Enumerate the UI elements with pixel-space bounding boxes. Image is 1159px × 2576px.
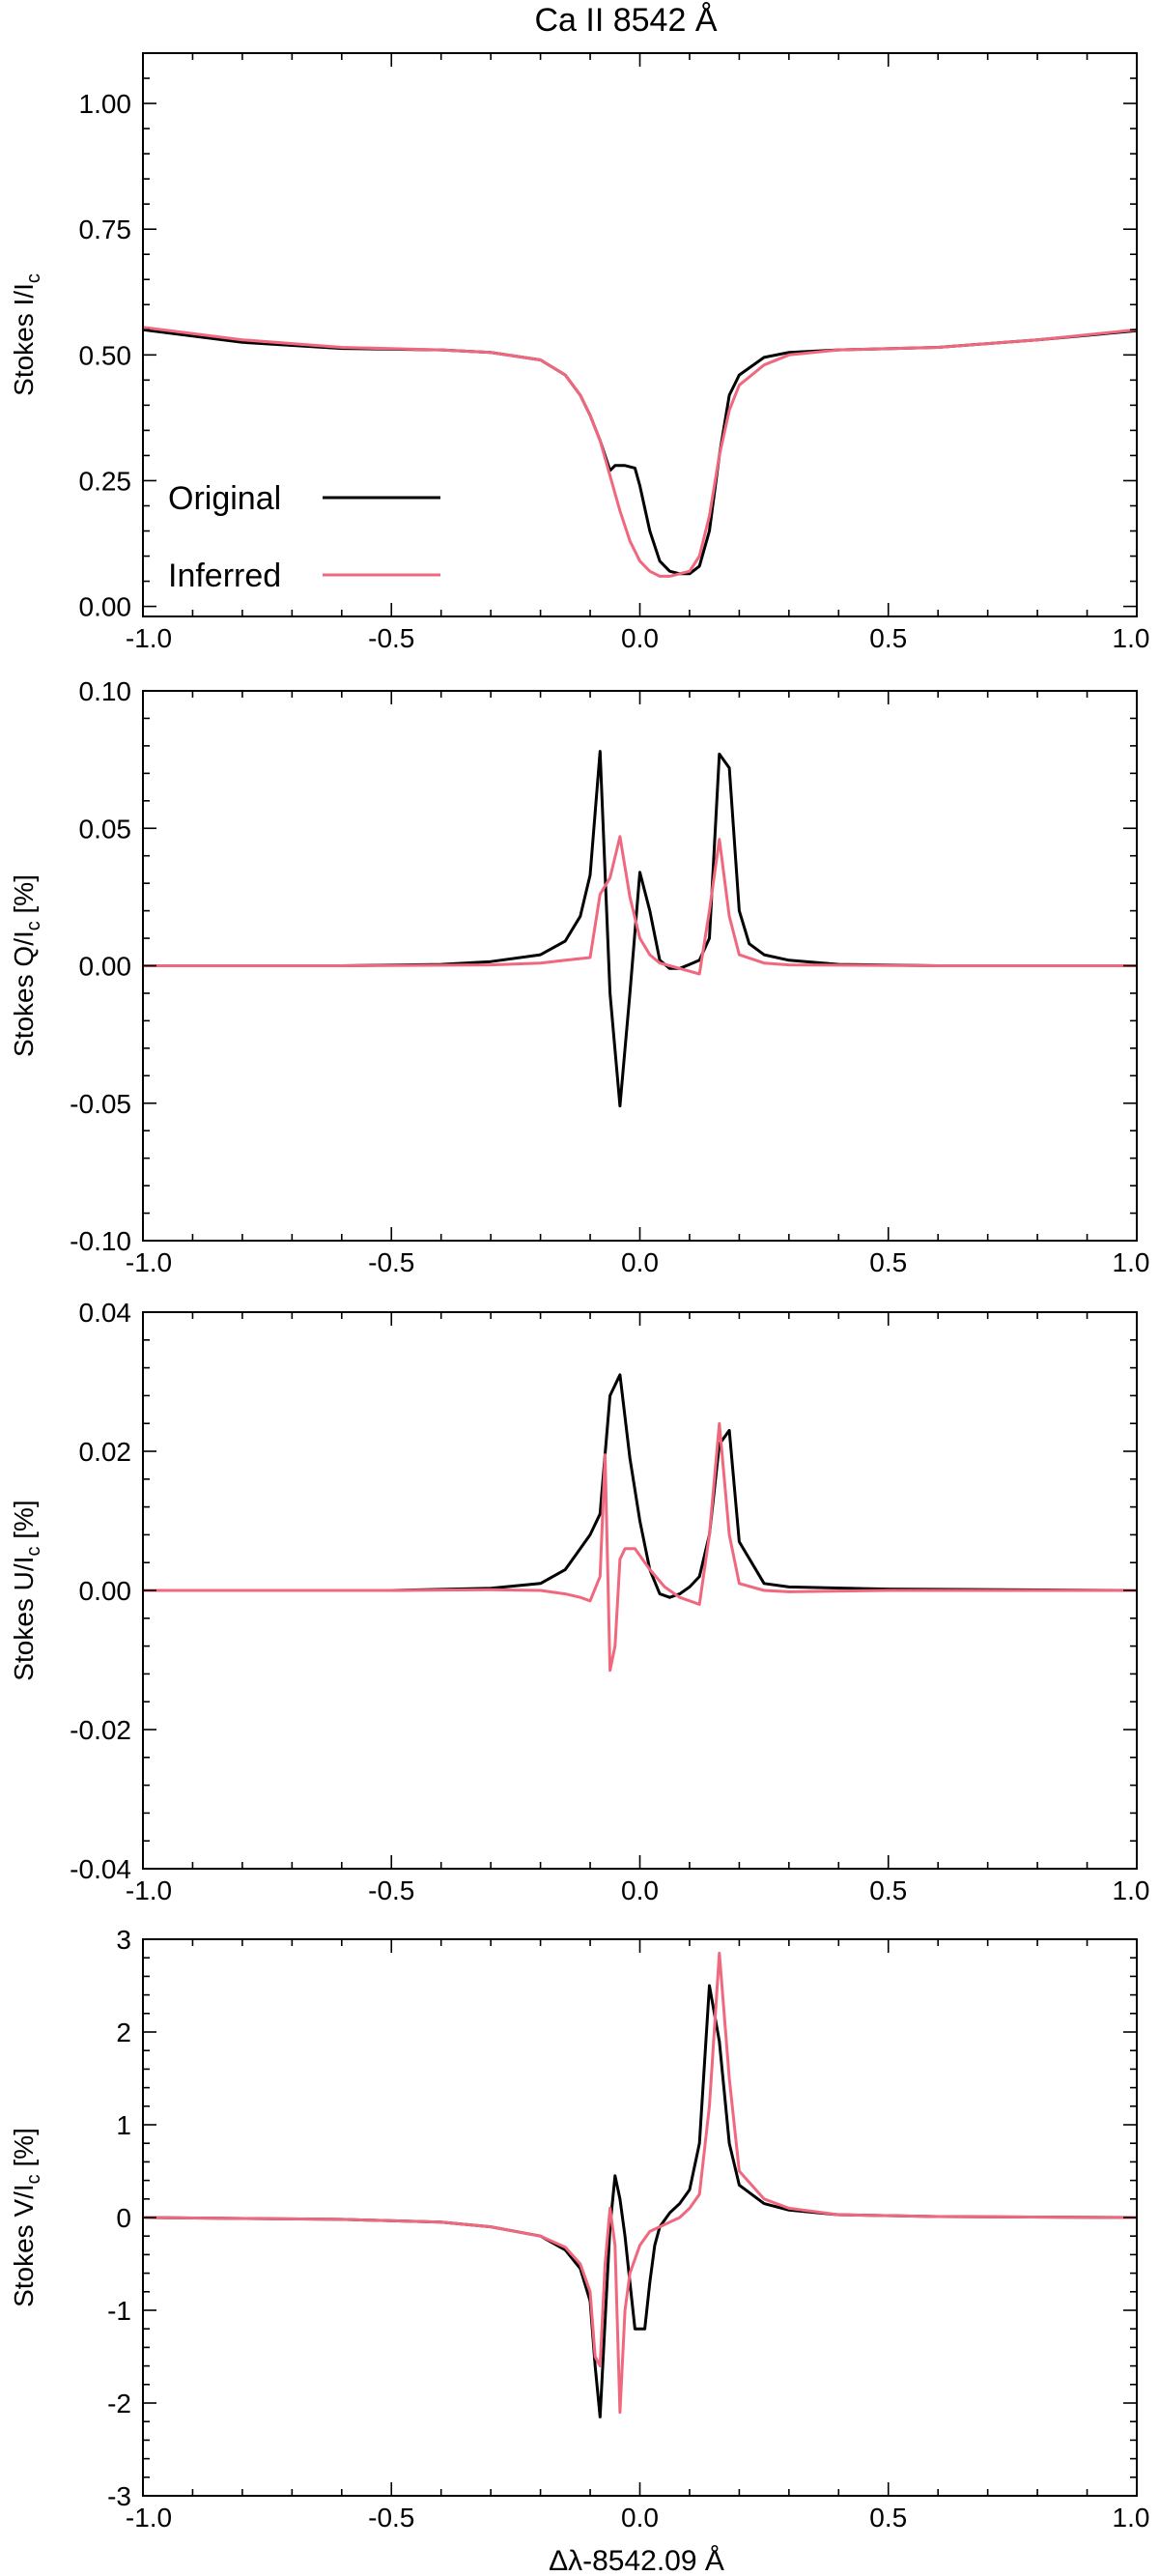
y-tick-label: 0.00 bbox=[79, 592, 132, 622]
panel-4: -1.0 -0.5 0.0 0.5 1.0 -3 -2 -1 0 1 2 3 Stokes V/Ic [… bbox=[9, 1925, 1149, 2533]
y-axis-label: Stokes V/Ic [%] bbox=[9, 2128, 44, 2307]
series-line-original bbox=[143, 1373, 1137, 1599]
y-axis-label-main: Stokes V/I bbox=[9, 2184, 39, 2307]
panel-3: -1.0 -0.5 0.0 0.5 1.0 -0.04 -0.02 0.00 0.02 0.04 S… bbox=[9, 1298, 1149, 1905]
y-tick-label: -0.05 bbox=[70, 1089, 131, 1119]
y-tick-label: 0.25 bbox=[79, 466, 132, 496]
series-line-inferred bbox=[143, 1951, 1137, 2415]
x-tick-label: -0.5 bbox=[368, 2503, 414, 2533]
y-tick-label: 0.05 bbox=[79, 814, 132, 844]
legend-label-original: Original bbox=[168, 480, 281, 517]
panel-2: -1.0 -0.5 0.0 0.5 1.0 -0.10 -0.05 0.00 0.05 0.10 S… bbox=[9, 676, 1149, 1277]
y-axis-label-subscript: c bbox=[23, 2174, 44, 2184]
y-axis-label: Stokes I/Ic bbox=[9, 273, 44, 396]
x-tick-label: -0.5 bbox=[368, 623, 414, 653]
series-line-inferred bbox=[143, 326, 1137, 578]
x-tick-label: 0.5 bbox=[869, 2503, 907, 2533]
x-tick-label: 0.0 bbox=[621, 623, 659, 653]
y-tick-label: 2 bbox=[116, 2018, 131, 2047]
x-tick-label: -0.5 bbox=[368, 1875, 414, 1905]
x-tick-label: -0.5 bbox=[368, 1247, 414, 1277]
y-tick-label: -0.10 bbox=[70, 1226, 131, 1256]
y-tick-label: 1 bbox=[116, 2110, 131, 2140]
x-tick-label: -1.0 bbox=[126, 1247, 172, 1277]
y-tick-label: -1 bbox=[107, 2296, 131, 2326]
x-tick-label: 0.5 bbox=[869, 1247, 907, 1277]
legend-label-inferred: Inferred bbox=[168, 558, 281, 594]
y-tick-label: 0 bbox=[116, 2203, 131, 2233]
x-tick-label: 0.0 bbox=[621, 1875, 659, 1905]
y-axis-label-main: Stokes U/I bbox=[9, 1557, 39, 1681]
figure-title: Ca II 8542 Å bbox=[534, 2, 717, 39]
y-axis-label-subscript: c bbox=[23, 1547, 44, 1557]
x-tick-label: 0.5 bbox=[869, 623, 907, 653]
y-tick-label: 0.75 bbox=[79, 215, 132, 244]
series-line-original bbox=[143, 1984, 1137, 2419]
y-tick-label: 0.00 bbox=[79, 1576, 132, 1606]
y-tick-label: 0.10 bbox=[79, 676, 132, 706]
x-axis-title: Δλ-8542.09 Å bbox=[549, 2545, 724, 2576]
x-tick-label: 1.0 bbox=[1113, 1247, 1150, 1277]
y-axis-label-main: Stokes Q/I bbox=[9, 930, 39, 1057]
y-tick-label: -2 bbox=[107, 2389, 131, 2419]
y-axis-label-unit: [%] bbox=[9, 1500, 39, 1546]
series-line-original bbox=[143, 750, 1137, 1108]
x-tick-label: 1.0 bbox=[1113, 2503, 1150, 2533]
y-axis-label-subscript: c bbox=[23, 273, 44, 283]
y-tick-label: 0.04 bbox=[79, 1298, 132, 1328]
y-tick-label: -0.04 bbox=[70, 1854, 131, 1884]
x-tick-label: -1.0 bbox=[126, 623, 172, 653]
x-tick-label: -1.0 bbox=[126, 1875, 172, 1905]
y-axis-label-subscript: c bbox=[23, 921, 44, 930]
y-tick-label: -3 bbox=[107, 2481, 131, 2511]
y-tick-label: -0.02 bbox=[70, 1715, 131, 1745]
y-axis-label-unit: [%] bbox=[9, 2128, 39, 2174]
panel-1: -1.0 -0.5 0.0 0.5 1.0 0.00 0.25 0.50 0.75 1.00 Sto… bbox=[9, 52, 1150, 653]
y-tick-label: 3 bbox=[116, 1925, 131, 1955]
y-tick-label: 0.50 bbox=[79, 340, 132, 370]
y-tick-label: 1.00 bbox=[79, 89, 132, 119]
x-tick-label: 0.0 bbox=[621, 1247, 659, 1277]
y-axis-label-main: Stokes I/I bbox=[9, 283, 39, 396]
series-line-inferred bbox=[143, 835, 1137, 976]
x-tick-label: 1.0 bbox=[1113, 623, 1150, 653]
y-tick-label: 0.02 bbox=[79, 1437, 132, 1467]
x-tick-label: -1.0 bbox=[126, 2503, 172, 2533]
x-tick-label: 1.0 bbox=[1113, 1875, 1150, 1905]
y-tick-label: 0.00 bbox=[79, 952, 132, 982]
y-axis-label: Stokes Q/Ic [%] bbox=[9, 874, 44, 1057]
x-tick-label: 0.0 bbox=[621, 2503, 659, 2533]
panels-layer: -1.0 -0.5 0.0 0.5 1.00.000.250.500.751.00Sto… bbox=[9, 52, 1150, 2533]
y-axis-label-unit: [%] bbox=[9, 874, 39, 921]
series-line-inferred bbox=[143, 1421, 1137, 1673]
x-tick-label: 0.5 bbox=[869, 1875, 907, 1905]
y-axis-label: Stokes U/Ic [%] bbox=[9, 1500, 44, 1680]
